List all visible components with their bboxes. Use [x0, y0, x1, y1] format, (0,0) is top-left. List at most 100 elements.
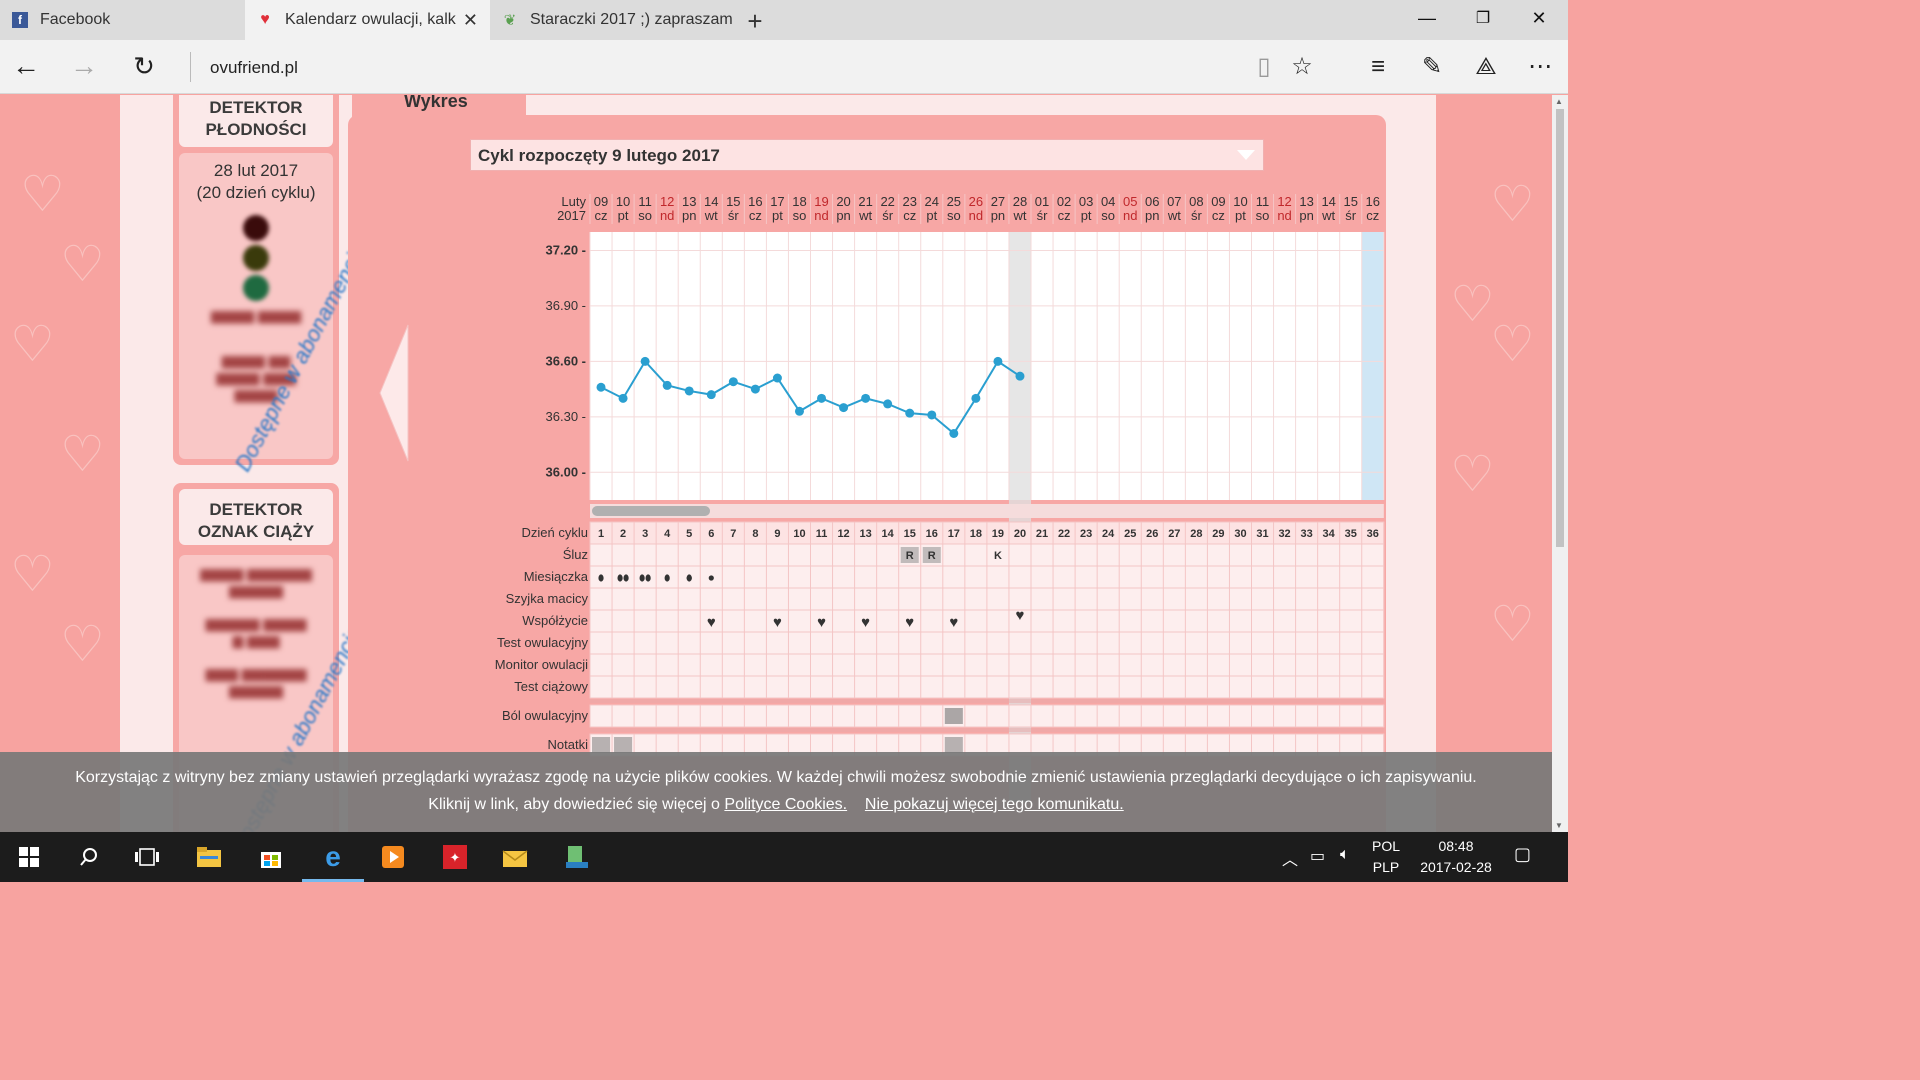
cycle-day-number: 27 [1168, 528, 1180, 540]
y-tick-label-left: 37.20 - [546, 242, 586, 257]
task-view-icon[interactable] [132, 842, 162, 872]
start-icon[interactable] [14, 842, 44, 872]
mail-icon[interactable] [500, 842, 530, 872]
app-green-icon[interactable] [562, 842, 592, 872]
more-icon[interactable]: ⋯ [1528, 53, 1552, 80]
date-header-label: 02 [1057, 194, 1071, 209]
traffic-light-icon [241, 215, 271, 301]
cycle-day-number: 26 [1146, 528, 1158, 540]
tab-kalendarz[interactable]: ♥ Kalendarz owulacji, kalk ✕ [245, 0, 490, 40]
prev-cycle-arrow-icon[interactable] [378, 323, 412, 463]
volume-icon[interactable]: 🔈︎ [1340, 846, 1350, 863]
weekday-header-label: so [1101, 208, 1115, 223]
blurred-info: ▆▆▆▆ ▆▆ ▆▆▆▆ ▆▆▆ ▆▆▆▆ [216, 352, 296, 402]
store-icon[interactable] [256, 842, 286, 872]
temperature-point [728, 377, 738, 387]
tab-facebook[interactable]: f Facebook [0, 0, 245, 40]
temperature-point [772, 373, 782, 383]
weekday-header-label: cz [749, 208, 762, 223]
favorite-star-icon[interactable]: ☆ [1291, 53, 1313, 80]
weekday-header-label: pt [618, 208, 629, 223]
edge-icon[interactable]: e [325, 841, 341, 872]
active-app-indicator [302, 879, 364, 882]
network-icon[interactable]: ▭ [1310, 848, 1326, 865]
weekday-header-label: cz [903, 208, 916, 223]
share-icon[interactable]: ⟁ [1475, 53, 1497, 80]
menstruation-drop-icon [623, 574, 629, 582]
forward-button[interactable]: → [70, 50, 98, 81]
language-bottom: PLP [1372, 859, 1400, 875]
cookie-policy-link[interactable]: Polityce Cookies. [724, 796, 848, 813]
heart-decor-icon: ♡ [1450, 446, 1495, 502]
media-player-icon[interactable] [378, 842, 408, 872]
scroll-down-icon[interactable]: ▼ [1555, 821, 1563, 830]
temperature-point [662, 380, 672, 390]
scroll-up-icon[interactable]: ▲ [1555, 97, 1563, 106]
weekday-header-label: cz [1058, 208, 1071, 223]
restore-button[interactable]: ❐ [1475, 10, 1491, 27]
cookie-dismiss-link[interactable]: Nie pokazuj więcej tego komunikatu. [864, 796, 1124, 813]
date-header-label: 04 [1101, 194, 1115, 209]
temperature-point [794, 406, 804, 416]
menstruation-drop-icon [645, 574, 651, 582]
date-header-label: 11 [638, 194, 652, 209]
file-explorer-icon[interactable] [194, 842, 224, 872]
date-header-label: 23 [902, 194, 916, 209]
cycle-day-number: 3 [642, 528, 648, 540]
cycle-day-number: 15 [904, 528, 916, 540]
temperature-point [883, 399, 893, 409]
weekday-header-label: cz [595, 208, 608, 223]
temperature-point [1015, 371, 1025, 381]
cycle-day-number: 13 [860, 528, 872, 540]
back-button[interactable]: ← [12, 50, 40, 81]
web-note-icon[interactable]: ✎ [1421, 53, 1443, 80]
hub-icon[interactable]: ≡ [1370, 53, 1385, 80]
page-scrollbar[interactable]: ▲ ▼ [1552, 95, 1568, 832]
row-label-left: Dzień cyklu [522, 525, 588, 540]
close-window-button[interactable]: ✕ [1531, 8, 1547, 28]
minimize-button[interactable]: — [1418, 8, 1436, 28]
chevron-up-icon[interactable]: ︿ [1282, 852, 1299, 869]
app-red-icon[interactable]: ✦ [440, 842, 470, 872]
reading-view-icon[interactable]: ▯ [1257, 53, 1271, 80]
fertility-detector-content: 28 lut 2017 (20 dzień cyklu) ▆▆▆▆ ▆▆▆▆ ▆… [179, 153, 416, 475]
refresh-button[interactable]: ↻ [133, 51, 155, 81]
cycle-day-number: 25 [1124, 528, 1136, 540]
y-tick-label-left: 36.30 - [546, 409, 586, 424]
cycle-day-number: 6 [708, 528, 714, 540]
month-label-left: Luty [561, 194, 586, 209]
row-label-left: Test owulacyjny [497, 635, 589, 650]
temperature-point [596, 382, 606, 392]
temperature-point [839, 403, 849, 413]
date-header-label: 09 [594, 194, 608, 209]
scroll-thumb[interactable] [1556, 109, 1564, 547]
close-tab-icon[interactable]: ✕ [462, 9, 478, 30]
url-field[interactable]: ovufriend.pl [210, 58, 298, 77]
weekday-header-label: cz [1366, 208, 1379, 223]
notifications-icon[interactable]: ▢ [1514, 844, 1532, 864]
date-header-label: 03 [1079, 194, 1093, 209]
tab-label: Staraczki 2017 ;) zapraszam [530, 11, 733, 28]
cycle-selector[interactable]: Cykl rozpoczęty 9 lutego 2017 [470, 139, 1264, 171]
weekday-header-label: śr [728, 208, 740, 223]
menstruation-drop-icon [639, 574, 645, 582]
weekday-header-label: wt [1012, 208, 1026, 223]
date-header-label: 07 [1167, 194, 1181, 209]
date-header-label: 20 [836, 194, 850, 209]
temperature-point [706, 390, 716, 400]
language-indicator[interactable]: POL PLP [1372, 838, 1400, 875]
weekday-header-label: pt [1235, 208, 1246, 223]
search-icon[interactable] [74, 842, 104, 872]
date-header-label: 01 [1035, 194, 1049, 209]
tab-staraczki[interactable]: ❦ Staraczki 2017 ;) zapraszam [490, 0, 735, 40]
cycle-day-number: 9 [774, 528, 780, 540]
heart-decor-icon: ♡ [60, 426, 105, 482]
cycle-day-number: 31 [1256, 528, 1268, 540]
fertility-detector-box: DETEKTOR PŁODNOŚCI 28 lut 2017 (20 dzień… [173, 95, 416, 475]
clock[interactable]: 08:48 2017-02-28 [1414, 838, 1498, 875]
slime-marker: K [994, 550, 1002, 562]
tab-wykres[interactable]: Wykres [352, 95, 526, 117]
cycle-day-number: 14 [882, 528, 895, 540]
cycle-day: (20 dzień cyklu) [196, 183, 316, 202]
new-tab-button[interactable]: + [747, 6, 763, 36]
